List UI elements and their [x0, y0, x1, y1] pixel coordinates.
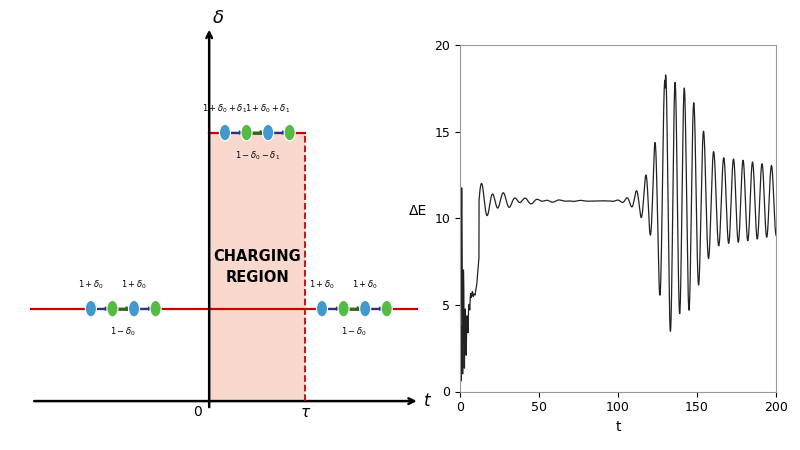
Text: $1+\delta_0+\delta_1$: $1+\delta_0+\delta_1$: [246, 103, 290, 115]
Y-axis label: ΔE: ΔE: [409, 204, 427, 218]
Circle shape: [107, 301, 118, 317]
Text: $0$: $0$: [194, 405, 203, 419]
Text: $1-\delta_0-\delta_1$: $1-\delta_0-\delta_1$: [234, 150, 280, 162]
Circle shape: [150, 301, 161, 317]
Circle shape: [317, 301, 327, 317]
Circle shape: [219, 124, 230, 141]
Circle shape: [284, 124, 295, 141]
Text: CHARGING
REGION: CHARGING REGION: [214, 249, 302, 285]
Bar: [209, 133, 306, 401]
Circle shape: [129, 301, 139, 317]
X-axis label: t: t: [615, 420, 621, 434]
Text: $1+\delta_0$: $1+\delta_0$: [352, 279, 378, 292]
Text: $1+\delta_0$: $1+\delta_0$: [78, 279, 104, 292]
Circle shape: [360, 301, 370, 317]
Text: $\delta$: $\delta$: [212, 9, 224, 27]
Text: $1+\delta_0$: $1+\delta_0$: [121, 279, 147, 292]
Text: $1+\delta_0+\delta_1$: $1+\delta_0+\delta_1$: [202, 103, 247, 115]
Text: $1-\delta_0$: $1-\delta_0$: [342, 326, 367, 338]
Circle shape: [381, 301, 392, 317]
Circle shape: [338, 301, 349, 317]
Circle shape: [86, 301, 97, 317]
Circle shape: [262, 124, 274, 141]
Text: $\tau$: $\tau$: [300, 405, 311, 420]
Circle shape: [241, 124, 252, 141]
Text: $1-\delta_0$: $1-\delta_0$: [110, 326, 136, 338]
Text: $1+\delta_0$: $1+\delta_0$: [309, 279, 335, 292]
Text: $t$: $t$: [422, 392, 431, 410]
